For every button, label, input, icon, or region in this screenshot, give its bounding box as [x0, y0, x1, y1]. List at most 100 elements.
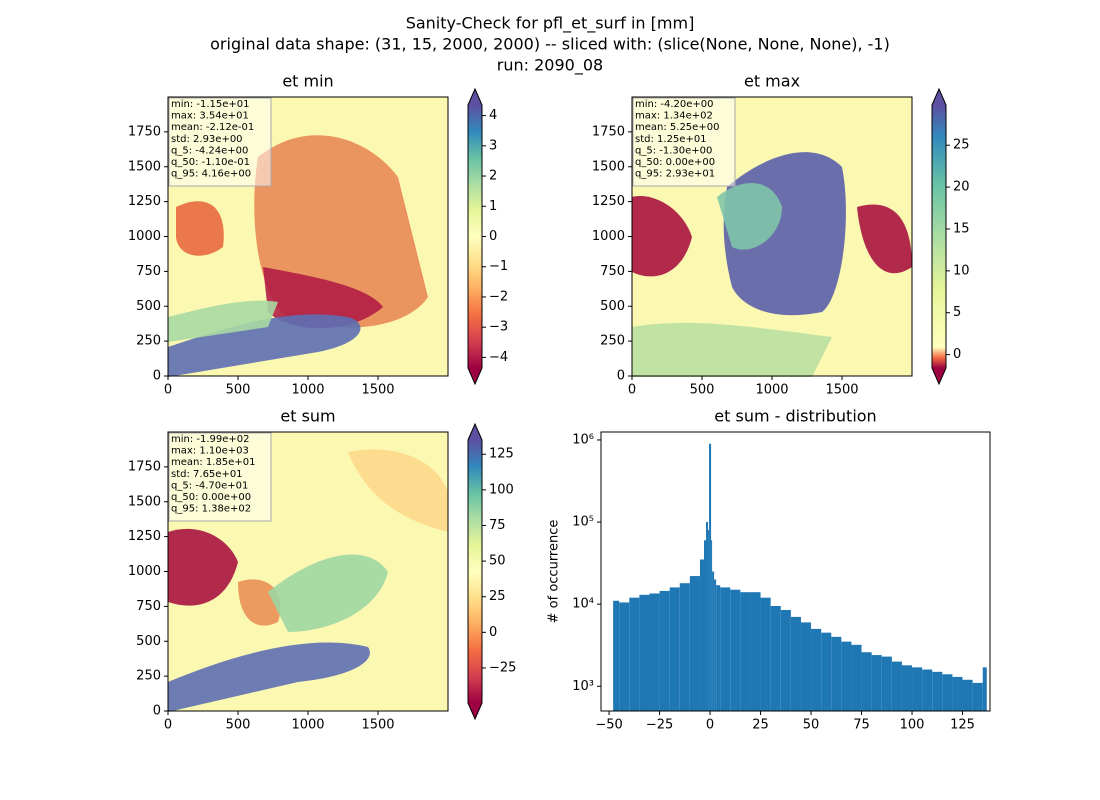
axes-title: et max — [744, 72, 800, 91]
x-tick-label: 1000 — [291, 718, 324, 733]
colorbar-tick-label: −3 — [489, 320, 508, 335]
colorbar-tick-label: −25 — [489, 660, 516, 675]
colorbar-outline — [467, 422, 483, 721]
y-tick-label: 500 — [136, 634, 161, 649]
stats-text: q_5: -4.24e+00 — [171, 145, 248, 156]
colorbar-tick-label: 20 — [953, 180, 970, 195]
y-tick-label: 250 — [136, 669, 161, 684]
suptitle: Sanity-Check for pfl_et_surf in [mm] — [406, 14, 695, 34]
colorbar-tick-label: −2 — [489, 289, 508, 304]
histogram-bar — [711, 540, 713, 711]
colorbar-tick-label: −4 — [489, 350, 508, 365]
colorbar-extend — [468, 703, 482, 719]
stats-text: q_50: 0.00e+00 — [635, 157, 715, 168]
y-tick-label: 10³ — [572, 679, 594, 694]
x-tick-label: 1500 — [825, 383, 858, 398]
x-tick-label: 1500 — [361, 718, 394, 733]
histogram-bar — [861, 652, 872, 711]
x-tick-label: 1500 — [361, 383, 394, 398]
x-tick-label: 1000 — [291, 383, 324, 398]
histogram-bar — [972, 682, 983, 711]
x-tick-label: 0 — [164, 718, 172, 733]
histogram-bar — [790, 616, 801, 711]
histogram-bar — [952, 676, 963, 711]
y-tick-label: 10⁶ — [572, 432, 594, 447]
y-tick-label: 1000 — [128, 229, 161, 244]
histogram-bar — [669, 587, 680, 711]
heatmap-region — [632, 196, 692, 277]
colorbar-tick-label: 0 — [489, 625, 497, 640]
histogram-bar — [619, 602, 630, 711]
y-tick-label: 1500 — [128, 494, 161, 509]
x-tick-label: 500 — [226, 383, 251, 398]
histogram-bar — [689, 576, 700, 711]
colorbar-tick-label: 50 — [489, 554, 506, 569]
x-tick-label: 0 — [628, 383, 636, 398]
stats-text: min: -4.20e+00 — [635, 99, 714, 110]
stats-text: q_50: -1.10e-01 — [171, 157, 250, 168]
suptitle: run: 2090_08 — [497, 56, 603, 76]
heatmap-region — [168, 300, 278, 342]
y-tick-label: 1250 — [128, 529, 161, 544]
histogram-bar — [881, 656, 892, 711]
colorbar-extend — [468, 89, 482, 105]
histogram-bar — [639, 594, 650, 711]
stats-text: q_50: 0.00e+00 — [171, 492, 251, 503]
y-tick-label: 10⁴ — [572, 597, 594, 612]
histogram-bar — [704, 540, 707, 711]
colorbar-extend — [932, 368, 946, 384]
colorbar-tick-label: 0 — [953, 347, 961, 362]
heatmap-region — [268, 554, 388, 632]
colorbar-tick-label: 75 — [489, 518, 506, 533]
stats-box — [168, 432, 272, 522]
stats-text: q_95: 1.38e+02 — [171, 504, 251, 515]
y-tick-label: 0 — [153, 704, 161, 719]
stats-text: q_5: -1.30e+00 — [635, 145, 712, 156]
x-tick-label: 25 — [752, 718, 769, 733]
stats-text: max: 3.54e+01 — [171, 111, 249, 122]
x-tick-label: 50 — [803, 718, 820, 733]
axes-title: et min — [282, 72, 333, 91]
colorbar-tick-label: 3 — [489, 138, 497, 153]
y-tick-label: 1750 — [128, 124, 161, 139]
x-tick-label: 1000 — [755, 383, 788, 398]
histogram-bar — [942, 674, 953, 711]
stats-text: std: 1.25e+01 — [635, 134, 707, 145]
colorbar-extend — [468, 424, 482, 440]
heatmap-image — [168, 97, 448, 377]
y-tick-label: 250 — [136, 334, 161, 349]
y-tick-label: 1500 — [128, 159, 161, 174]
heatmap-region — [168, 314, 361, 377]
histogram-bar — [821, 632, 832, 711]
axes-title: et sum — [280, 407, 335, 426]
x-tick-label: 0 — [706, 718, 714, 733]
y-tick-label: 1000 — [592, 229, 625, 244]
stats-text: min: -1.15e+01 — [171, 99, 250, 110]
histogram-bar — [714, 579, 717, 711]
colorbar-tick-label: 5 — [953, 305, 961, 320]
histogram-bar — [851, 644, 862, 711]
y-tick-label: 500 — [600, 299, 625, 314]
histogram-bar — [613, 600, 620, 711]
stats-box — [632, 97, 736, 187]
heatmap-region — [857, 204, 912, 274]
colorbar-extend — [468, 368, 482, 384]
colorbar-tick-label: 25 — [953, 138, 970, 153]
histogram-bar — [750, 592, 761, 711]
x-tick-label: 100 — [900, 718, 925, 733]
stats-text: q_5: -4.70e+01 — [171, 480, 248, 491]
y-tick-label: 1750 — [128, 459, 161, 474]
stats-text: q_95: 4.16e+00 — [171, 169, 251, 180]
x-tick-label: −25 — [646, 718, 673, 733]
y-tick-label: 0 — [617, 369, 625, 384]
histogram-bar — [922, 669, 933, 711]
histogram-bar — [932, 671, 943, 711]
stats-text: max: 1.10e+03 — [171, 446, 249, 457]
x-tick-label: −50 — [595, 718, 622, 733]
histogram-bar — [716, 585, 721, 711]
colorbar-extend — [932, 89, 946, 105]
heatmap-region — [176, 201, 224, 256]
histogram-bar — [629, 597, 640, 711]
histogram-bar — [841, 641, 852, 711]
